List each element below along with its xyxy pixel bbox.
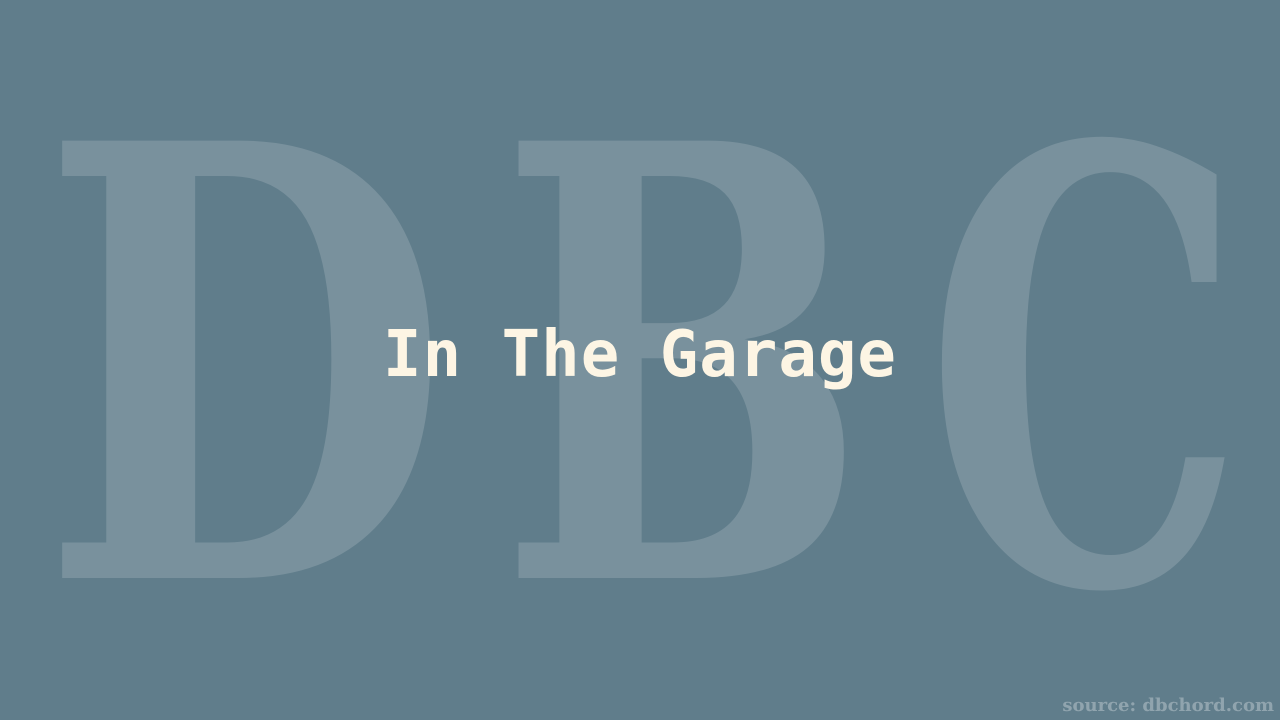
- song-title: In The Garage: [383, 318, 897, 392]
- watermark-letter-b: B: [498, 15, 868, 720]
- watermark-letter-d: D: [40, 15, 450, 720]
- watermark-letter-c: C: [925, 19, 1245, 720]
- source-credit: source: dbchord.com: [1062, 695, 1274, 716]
